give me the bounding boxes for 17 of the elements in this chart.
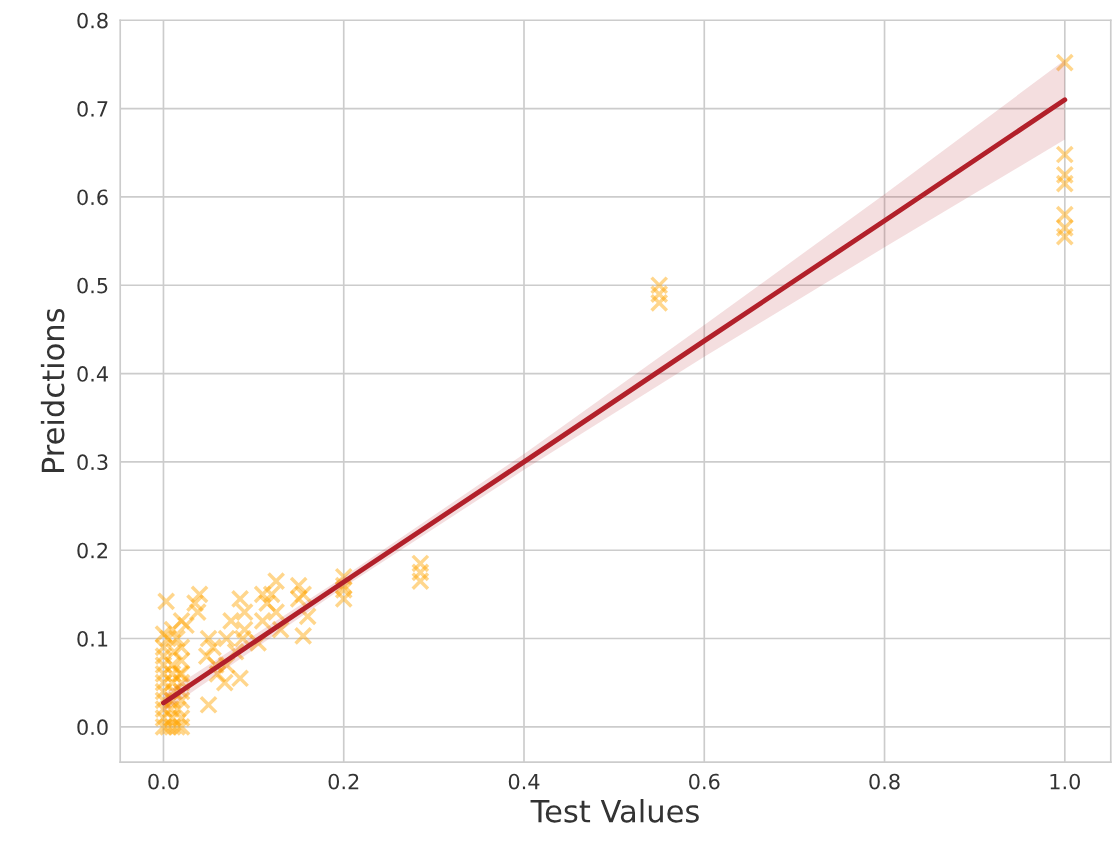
x-tick-label: 0.6 (689, 773, 720, 790)
y-tick-label: 0.5 (77, 277, 108, 294)
y-tick-label: 0.0 (77, 719, 108, 736)
y-axis-title: Preidctions (40, 308, 65, 473)
x-tick-label: 0.4 (508, 773, 540, 790)
x-tick-label: 0.2 (328, 773, 359, 790)
y-tick-label: 0.7 (77, 101, 108, 117)
y-tick-label: 0.6 (77, 189, 108, 206)
y-tick-label: 0.4 (77, 366, 108, 382)
x-tick-label: 0.0 (148, 773, 179, 790)
x-tick-label: 0.8 (869, 773, 900, 790)
y-tick-label: 0.1 (77, 630, 108, 647)
y-tick-label: 0.3 (77, 454, 108, 471)
x-axis-title: Test Values (530, 799, 699, 823)
y-tick-label: 0.8 (77, 12, 108, 29)
y-tick-label: 0.2 (77, 542, 108, 559)
x-tick-label: 1.0 (1050, 773, 1080, 790)
